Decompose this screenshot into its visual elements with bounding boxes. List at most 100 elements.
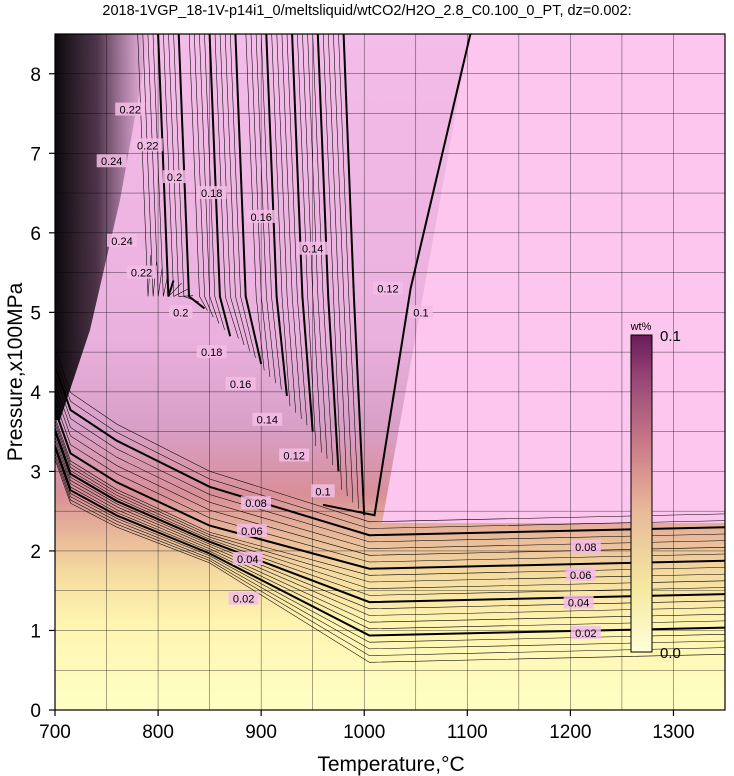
contour-label-bg bbox=[297, 241, 328, 255]
contour-label: 0.18 bbox=[196, 186, 227, 200]
contour-label: 0.14 bbox=[252, 412, 283, 427]
contour-line bbox=[338, 34, 359, 509]
colorbar-min-label: 0.0 bbox=[660, 645, 681, 662]
contour-label: 0.16 bbox=[225, 376, 256, 391]
contour-labels: 0.22 0.22 0.2 0.18 0.16 0.14 0.12 0.1 0.24 0.24 0.… bbox=[96, 102, 601, 640]
contour-label-text: 0.04 bbox=[568, 598, 589, 610]
contour-label-text: 0.12 bbox=[283, 451, 304, 463]
contour-line bbox=[234, 34, 263, 365]
dense-contour-region bbox=[55, 34, 150, 420]
contour-line bbox=[157, 34, 175, 297]
y-tick-label: 0 bbox=[30, 701, 41, 722]
contour-label-bg bbox=[126, 265, 157, 279]
x-tick-label: 1200 bbox=[549, 722, 591, 743]
contour-line bbox=[312, 34, 334, 466]
contour-label-bg bbox=[570, 625, 601, 639]
contour-label-bg bbox=[236, 524, 267, 538]
contour-label-text: 0.06 bbox=[570, 570, 591, 582]
contour-label-text: 0.24 bbox=[111, 236, 132, 248]
x-tick-label: 1000 bbox=[343, 722, 385, 743]
x-tick-label: 700 bbox=[39, 722, 71, 743]
contour-label-text: 0.12 bbox=[377, 283, 398, 295]
contour-label-bg bbox=[311, 484, 335, 498]
contour-label-bg bbox=[232, 551, 263, 565]
contour-label-text: 0.24 bbox=[101, 156, 122, 168]
contour-label-bg bbox=[132, 138, 163, 152]
contour-label-bg bbox=[96, 154, 127, 168]
contour-label: 0.2 bbox=[169, 305, 193, 319]
contour-label-bg bbox=[225, 376, 256, 390]
contour-line bbox=[152, 34, 169, 297]
contour-label-text: 0.06 bbox=[241, 526, 262, 538]
contour-line bbox=[316, 34, 340, 472]
contour-label-bg bbox=[570, 539, 601, 553]
contour-line bbox=[333, 34, 354, 503]
contour-label-bg bbox=[241, 496, 271, 510]
contour-line bbox=[204, 34, 225, 330]
contour-line bbox=[230, 34, 256, 358]
contour-label: 0.22 bbox=[132, 138, 163, 152]
contour-label-bg bbox=[228, 591, 259, 605]
contour-line bbox=[214, 34, 239, 339]
contour-label: 0.08 bbox=[570, 539, 601, 554]
contour-line bbox=[55, 429, 725, 604]
contour-label-bg bbox=[565, 567, 596, 581]
contour-label: 0.22 bbox=[126, 265, 157, 280]
contour-label-text: 0.08 bbox=[245, 498, 266, 510]
contour-label-text: 0.22 bbox=[131, 268, 152, 280]
contour-label-text: 0.02 bbox=[575, 628, 596, 640]
chart-title: 2018-1VGP_18-1V-p14i1_0/meltsliquid/wtCO… bbox=[102, 3, 631, 19]
contour-label-bg bbox=[196, 345, 227, 359]
x-tick-label: 1100 bbox=[447, 722, 488, 743]
contour-line bbox=[55, 443, 725, 630]
contour-line bbox=[55, 423, 725, 589]
contour-line bbox=[281, 34, 302, 419]
contour-line bbox=[55, 436, 725, 616]
contour-label-bg bbox=[279, 448, 310, 462]
contour-label: 0.04 bbox=[563, 595, 594, 610]
contour-line bbox=[55, 400, 725, 563]
contour-line bbox=[260, 34, 282, 390]
contour-label-text: 0.22 bbox=[120, 105, 141, 117]
colorbar-max-label: 0.1 bbox=[660, 328, 681, 345]
contour-label-bg bbox=[372, 281, 403, 295]
contour-line bbox=[177, 34, 206, 310]
contour-lines bbox=[55, 34, 725, 663]
contour-line bbox=[55, 392, 725, 556]
y-tick-label: 7 bbox=[30, 144, 41, 165]
contour-label: 0.18 bbox=[196, 345, 227, 359]
contour-label: 0.02 bbox=[570, 625, 601, 640]
contour-line bbox=[168, 34, 194, 297]
contour-label-bg bbox=[246, 209, 277, 223]
x-axis-label: Temperature,°C bbox=[317, 753, 464, 776]
contour-label: 0.2 bbox=[162, 170, 187, 184]
contour-label-bg bbox=[162, 170, 187, 184]
contour-line bbox=[328, 34, 348, 497]
contour-line bbox=[55, 452, 725, 650]
contour-label-text: 0.08 bbox=[575, 542, 596, 554]
x-axis: 700 800 900 1000 1100 1200 1300 bbox=[39, 710, 695, 743]
x-tick-label: 800 bbox=[142, 722, 174, 743]
contour-line bbox=[255, 34, 276, 384]
contour-label: 0.02 bbox=[228, 591, 259, 606]
y-tick-label: 2 bbox=[30, 542, 41, 563]
contour-label-text: 0.02 bbox=[233, 594, 254, 606]
contour-line bbox=[55, 426, 725, 596]
contour-line bbox=[297, 34, 317, 447]
contour-line bbox=[55, 357, 725, 529]
contour-label-text: 0.2 bbox=[167, 172, 182, 184]
x-tick-label: 1300 bbox=[652, 722, 694, 743]
contour-label: 0.04 bbox=[232, 551, 263, 566]
contour-line bbox=[265, 34, 288, 397]
contour-label: 0.08 bbox=[241, 496, 271, 510]
contour-label-text: 0.14 bbox=[302, 244, 323, 256]
contour-label: 0.12 bbox=[372, 281, 403, 295]
contour-label-text: 0.04 bbox=[237, 554, 258, 566]
contour-label-bg bbox=[107, 233, 137, 247]
contour-line bbox=[55, 439, 725, 623]
contour-label-text: 0.2 bbox=[173, 307, 188, 319]
contour-label: 0.24 bbox=[107, 233, 137, 248]
y-tick-label: 5 bbox=[30, 303, 41, 324]
contour-label-bg bbox=[115, 102, 146, 116]
